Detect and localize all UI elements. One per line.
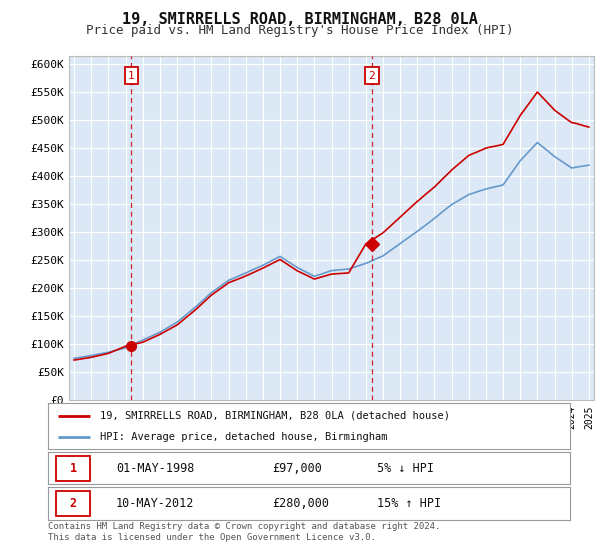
Text: 10-MAY-2012: 10-MAY-2012 bbox=[116, 497, 194, 510]
Text: 2: 2 bbox=[70, 497, 77, 510]
Text: £280,000: £280,000 bbox=[272, 497, 329, 510]
Text: 1: 1 bbox=[70, 461, 77, 475]
FancyBboxPatch shape bbox=[56, 491, 90, 516]
Text: Contains HM Land Registry data © Crown copyright and database right 2024.
This d: Contains HM Land Registry data © Crown c… bbox=[48, 522, 440, 542]
Text: £97,000: £97,000 bbox=[272, 461, 322, 475]
Text: 1: 1 bbox=[128, 71, 134, 81]
Text: Price paid vs. HM Land Registry's House Price Index (HPI): Price paid vs. HM Land Registry's House … bbox=[86, 24, 514, 36]
Text: 19, SMIRRELLS ROAD, BIRMINGHAM, B28 0LA: 19, SMIRRELLS ROAD, BIRMINGHAM, B28 0LA bbox=[122, 12, 478, 27]
Text: 19, SMIRRELLS ROAD, BIRMINGHAM, B28 0LA (detached house): 19, SMIRRELLS ROAD, BIRMINGHAM, B28 0LA … bbox=[100, 410, 450, 421]
Text: HPI: Average price, detached house, Birmingham: HPI: Average price, detached house, Birm… bbox=[100, 432, 388, 442]
Text: 5% ↓ HPI: 5% ↓ HPI bbox=[377, 461, 434, 475]
Text: 2: 2 bbox=[368, 71, 376, 81]
Text: 01-MAY-1998: 01-MAY-1998 bbox=[116, 461, 194, 475]
Text: 15% ↑ HPI: 15% ↑ HPI bbox=[377, 497, 441, 510]
FancyBboxPatch shape bbox=[56, 456, 90, 480]
